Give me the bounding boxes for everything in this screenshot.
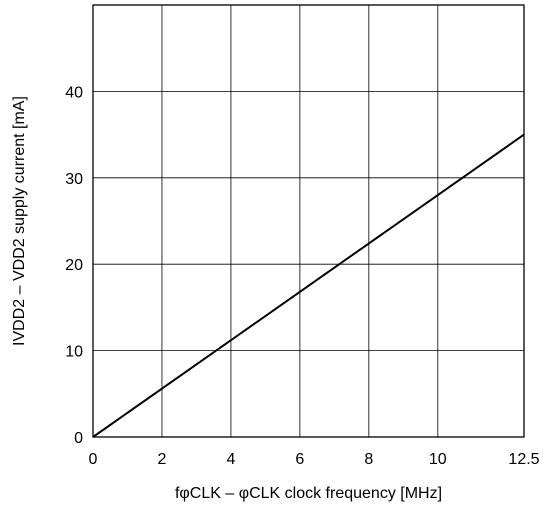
x-tick-label: 10 (429, 451, 447, 468)
x-tick-label: 6 (295, 451, 304, 468)
x-tick-label: 12.5 (508, 451, 539, 468)
y-tick-label: 0 (74, 430, 83, 447)
series-line (92, 133, 525, 438)
x-axis-label: fφCLK – φCLK clock frequency [MHz] (175, 485, 442, 502)
series-layer (92, 133, 525, 438)
y-tick-label: 40 (65, 84, 83, 101)
plot-frame (92, 4, 525, 438)
x-tick-label: 2 (158, 451, 167, 468)
y-tick-labels: 0 10 20 30 40 (65, 84, 83, 447)
grid-lines (93, 5, 524, 437)
y-tick-label: 20 (65, 257, 83, 274)
x-tick-label: 0 (89, 451, 98, 468)
y-axis-label: IVDD2 – VDD2 supply current [mA] (11, 96, 28, 346)
x-tick-label: 4 (226, 451, 235, 468)
x-tick-labels: 0 2 4 6 8 10 12.5 (89, 451, 540, 468)
y-tick-label: 30 (65, 171, 83, 188)
y-tick-label: 10 (65, 344, 83, 361)
x-tick-label: 8 (364, 451, 373, 468)
